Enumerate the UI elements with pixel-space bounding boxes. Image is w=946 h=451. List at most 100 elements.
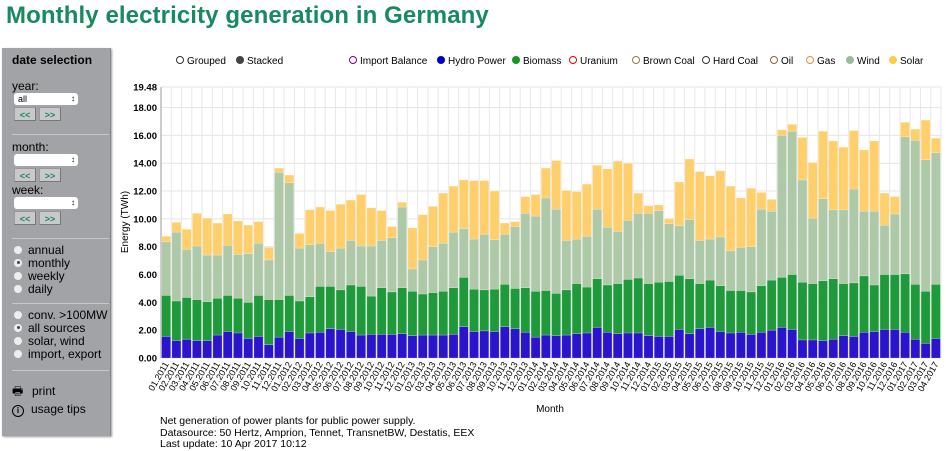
info-icon: i <box>12 405 24 417</box>
bar-wind <box>890 213 900 275</box>
legend-item-hydro-power[interactable]: Hydro Power <box>437 55 506 69</box>
legend-item-brown-coal[interactable]: Brown Coal <box>632 55 695 69</box>
x-tick-label: 05.2011 <box>187 360 212 393</box>
print-button[interactable]: 🖶 print <box>12 382 55 403</box>
radio-dot <box>14 349 22 358</box>
y-tick-label: 0.00 <box>139 354 158 365</box>
bar-wind <box>684 219 695 279</box>
bar-wind <box>797 179 808 283</box>
bar-hydro-power <box>479 330 490 359</box>
x-tick-label: 06.2011 <box>198 360 223 393</box>
x-tick-label: 11.2016 <box>865 360 890 393</box>
bar-wind <box>212 254 223 299</box>
bar-hydro-power <box>407 335 418 359</box>
usage-tips-button[interactable]: i usage tips <box>12 402 86 417</box>
month-next-button[interactable]: >> <box>39 168 61 182</box>
select-arrows-icon: ↕ <box>71 94 75 103</box>
bar-solar <box>366 207 377 247</box>
bar-wind <box>284 182 295 296</box>
bar-biomass <box>253 295 264 337</box>
legend-marker-icon <box>889 56 897 65</box>
radio-all-sources[interactable]: all sources <box>14 322 85 335</box>
legend-item-hard-coal[interactable]: Hard Coal <box>702 55 758 69</box>
bar-hydro-power <box>684 333 695 359</box>
bar-solar <box>715 170 726 238</box>
x-tick-label: 10.2012 <box>361 360 386 393</box>
bar-biomass <box>920 290 931 344</box>
bar-wind <box>705 238 715 281</box>
bar-wind <box>674 225 685 276</box>
legend-item-gas[interactable]: Gas <box>806 55 835 69</box>
bar-biomass <box>818 280 828 341</box>
bar-wind <box>695 240 705 284</box>
month-prev-button[interactable]: << <box>14 168 36 182</box>
radio-daily[interactable]: daily <box>14 283 53 296</box>
divider <box>12 370 109 371</box>
bar-solar <box>530 194 541 217</box>
legend-label: Uranium <box>580 56 618 67</box>
x-tick-label: 06.2015 <box>690 360 715 393</box>
bar-wind <box>715 236 726 286</box>
bar-solar <box>479 180 490 235</box>
radio-annual[interactable]: annual <box>14 244 64 257</box>
y-tick-label: 10.00 <box>133 214 157 225</box>
legend-label: Oil <box>781 56 794 67</box>
footer-description: Net generation of power plants for publi… <box>160 415 416 427</box>
bar-biomass <box>571 283 582 334</box>
x-tick-label: 11.2012 <box>372 360 397 393</box>
bar-hydro-power <box>715 331 726 359</box>
week-next-button[interactable]: >> <box>39 211 61 225</box>
year-next-button[interactable]: >> <box>39 107 61 121</box>
x-tick-label: 01.2015 <box>639 360 664 393</box>
mode-grouped[interactable]: Grouped <box>176 55 226 69</box>
x-tick-label: 01.2014 <box>515 360 540 393</box>
legend-marker-icon <box>569 56 577 65</box>
bar-hydro-power <box>777 327 787 359</box>
bar-wind <box>489 239 500 290</box>
bar-biomass <box>910 284 921 340</box>
year-select[interactable]: all ↕ <box>14 93 78 105</box>
x-tick-label: 02.2017 <box>895 360 920 393</box>
x-axis-label: Month <box>536 404 564 415</box>
radio-monthly[interactable]: monthly <box>14 257 70 270</box>
legend-item-biomass[interactable]: Biomass <box>512 55 561 69</box>
radio-solar-wind[interactable]: solar, wind <box>14 335 85 348</box>
legend-item-oil[interactable]: Oil <box>770 55 793 69</box>
bar-wind <box>838 209 849 284</box>
legend-item-uranium[interactable]: Uranium <box>569 55 618 69</box>
bar-wind <box>736 247 746 291</box>
bar-solar <box>756 192 767 210</box>
week-select[interactable]: ↕ <box>14 197 78 209</box>
week-prev-button[interactable]: << <box>14 211 36 225</box>
legend-item-import-balance[interactable]: Import Balance <box>349 55 427 69</box>
x-tick-label: 03.2012 <box>290 360 315 393</box>
bar-solar <box>674 181 685 227</box>
bar-hydro-power <box>561 334 572 359</box>
radio-conventional[interactable]: conv. >100MW <box>14 309 107 322</box>
bar-solar <box>376 210 387 241</box>
bar-wind <box>161 241 171 296</box>
legend-item-wind[interactable]: Wind <box>846 55 880 69</box>
month-select[interactable]: ↕ <box>14 154 78 166</box>
bar-wind <box>458 228 469 278</box>
bar-solar <box>746 188 756 247</box>
bar-hydro-power <box>766 329 777 359</box>
radio-import-export[interactable]: import, export <box>14 348 101 361</box>
bar-wind <box>612 231 623 284</box>
bar-solar <box>192 213 202 247</box>
bar-wind <box>417 259 428 295</box>
bar-biomass <box>212 297 223 336</box>
x-tick-label: 04.2015 <box>669 360 694 393</box>
mode-stacked[interactable]: Stacked <box>236 55 283 69</box>
bar-biomass <box>879 274 890 330</box>
bar-wind <box>356 245 366 287</box>
bar-solar <box>335 204 346 249</box>
bar-solar <box>859 149 869 212</box>
legend-label: Import Balance <box>360 56 428 67</box>
radio-weekly[interactable]: weekly <box>14 270 65 283</box>
year-prev-button[interactable]: << <box>14 107 36 121</box>
bar-wind <box>438 242 449 292</box>
legend-item-solar[interactable]: Solar <box>889 55 923 69</box>
bar-biomass <box>335 289 346 330</box>
bar-hydro-power <box>653 336 664 359</box>
